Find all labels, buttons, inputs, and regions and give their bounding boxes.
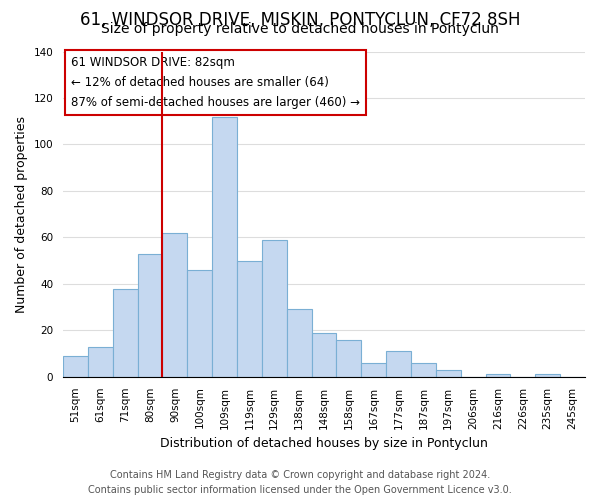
Bar (287, 310, 311, 377)
Bar (337, 340, 361, 377)
Bar (212, 116, 237, 377)
Bar (262, 240, 287, 377)
Bar (311, 332, 337, 377)
Bar (535, 374, 560, 377)
Bar (485, 374, 511, 377)
Bar (386, 352, 411, 377)
Bar (237, 260, 262, 377)
Text: Contains HM Land Registry data © Crown copyright and database right 2024.
Contai: Contains HM Land Registry data © Crown c… (88, 470, 512, 495)
Bar (411, 363, 436, 377)
Bar (63, 356, 88, 377)
Bar (113, 288, 137, 377)
Text: Size of property relative to detached houses in Pontyclun: Size of property relative to detached ho… (101, 22, 499, 36)
Text: 61, WINDSOR DRIVE, MISKIN, PONTYCLUN, CF72 8SH: 61, WINDSOR DRIVE, MISKIN, PONTYCLUN, CF… (80, 11, 520, 29)
Bar (163, 232, 187, 377)
Bar (88, 346, 113, 377)
Text: 61 WINDSOR DRIVE: 82sqm
← 12% of detached houses are smaller (64)
87% of semi-de: 61 WINDSOR DRIVE: 82sqm ← 12% of detache… (71, 56, 360, 110)
X-axis label: Distribution of detached houses by size in Pontyclun: Distribution of detached houses by size … (160, 437, 488, 450)
Bar (187, 270, 212, 377)
Bar (436, 370, 461, 377)
Bar (137, 254, 163, 377)
Bar (361, 363, 386, 377)
Y-axis label: Number of detached properties: Number of detached properties (15, 116, 28, 312)
